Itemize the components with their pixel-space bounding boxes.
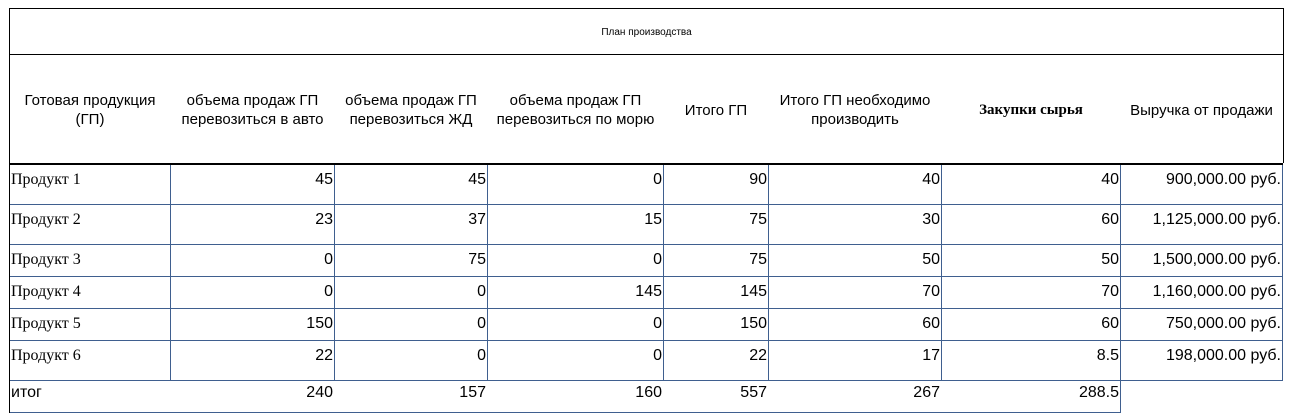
rail-cell[interactable]: 0	[477, 315, 486, 332]
total-cell[interactable]: 22	[749, 347, 767, 364]
title-divider	[9, 54, 1283, 55]
grid-line	[768, 165, 769, 380]
purchase-cell[interactable]: 50	[1101, 251, 1119, 268]
table-title: План производства	[601, 27, 692, 38]
header-purchase[interactable]: Закупки сырья	[979, 101, 1083, 118]
produce-cell[interactable]: 50	[922, 251, 940, 268]
grid-line	[1282, 165, 1283, 380]
grid-line	[487, 165, 488, 380]
grid-line	[941, 165, 942, 380]
grid-line	[170, 165, 171, 380]
rail-cell[interactable]: 45	[468, 171, 486, 188]
auto-cell[interactable]: 150	[306, 315, 333, 332]
rail-cell[interactable]: 0	[477, 347, 486, 364]
revenue-cell[interactable]: 900,000.00 руб.	[1165, 171, 1281, 188]
row-line	[10, 412, 1120, 413]
product-name-cell[interactable]: Продукт 1	[11, 171, 81, 188]
row-line	[10, 244, 1283, 245]
totals-label[interactable]: итог	[11, 384, 42, 401]
auto-cell[interactable]: 0	[324, 283, 333, 300]
row-line	[10, 276, 1283, 277]
produce-cell[interactable]: 17	[922, 347, 940, 364]
total-cell[interactable]: 75	[749, 251, 767, 268]
header-rail[interactable]: объема продаж ГП перевозиться ЖД	[345, 92, 477, 128]
product-name-cell[interactable]: Продукт 5	[11, 315, 81, 332]
header-row	[9, 55, 1284, 163]
produce-cell[interactable]: 60	[922, 315, 940, 332]
grid-line	[334, 165, 335, 380]
row-line	[10, 340, 1283, 341]
rail-cell[interactable]: 0	[477, 283, 486, 300]
produce-cell[interactable]: 30	[922, 211, 940, 228]
purchase-cell[interactable]: 70	[1101, 283, 1119, 300]
revenue-cell[interactable]: 1,160,000.00 руб.	[1152, 283, 1281, 300]
revenue-cell[interactable]: 750,000.00 руб.	[1165, 315, 1281, 332]
total-cell[interactable]: 145	[740, 283, 767, 300]
total-cell[interactable]: 75	[749, 211, 767, 228]
total-sea-cell[interactable]: 160	[635, 384, 662, 401]
revenue-cell[interactable]: 1,125,000.00 руб.	[1152, 211, 1281, 228]
header-bottom-border	[9, 163, 1283, 165]
grid-line	[9, 163, 10, 413]
auto-cell[interactable]: 22	[315, 347, 333, 364]
header-auto[interactable]: объема продаж ГП перевозиться в авто	[181, 92, 324, 128]
produce-cell[interactable]: 40	[922, 171, 940, 188]
total-cell[interactable]: 90	[749, 171, 767, 188]
header-sea[interactable]: объема продаж ГП перевозиться по морю	[496, 92, 655, 128]
product-name-cell[interactable]: Продукт 6	[11, 347, 81, 364]
purchase-cell[interactable]: 8.5	[1096, 347, 1119, 364]
auto-cell[interactable]: 23	[315, 211, 333, 228]
auto-cell[interactable]: 45	[315, 171, 333, 188]
sea-cell[interactable]: 0	[653, 251, 662, 268]
title-cell[interactable]: План производства	[9, 8, 1284, 55]
sea-cell[interactable]: 0	[653, 315, 662, 332]
header-total[interactable]: Итого ГП	[684, 101, 748, 119]
total-produce-cell[interactable]: 267	[913, 384, 940, 401]
purchase-cell[interactable]: 60	[1101, 211, 1119, 228]
purchase-cell[interactable]: 60	[1101, 315, 1119, 332]
revenue-cell[interactable]: 1,500,000.00 руб.	[1152, 251, 1281, 268]
product-name-cell[interactable]: Продукт 4	[11, 283, 81, 300]
total-cell[interactable]: 150	[740, 315, 767, 332]
row-line	[10, 308, 1283, 309]
grid-line	[1120, 165, 1121, 413]
sea-cell[interactable]: 0	[653, 171, 662, 188]
auto-cell[interactable]: 0	[324, 251, 333, 268]
product-name-cell[interactable]: Продукт 3	[11, 251, 81, 268]
total-rail-cell[interactable]: 157	[459, 384, 486, 401]
header-revenue[interactable]: Выручка от продажи	[1130, 101, 1273, 119]
produce-cell[interactable]: 70	[922, 283, 940, 300]
total-auto-cell[interactable]: 240	[306, 384, 333, 401]
revenue-cell[interactable]: 198,000.00 руб.	[1165, 347, 1281, 364]
sea-cell[interactable]: 15	[644, 211, 662, 228]
total-purchase-cell[interactable]: 288.5	[1078, 384, 1119, 401]
total-total-cell[interactable]: 557	[740, 384, 767, 401]
header-produce[interactable]: Итого ГП необходимо производить	[779, 92, 931, 128]
row-line	[10, 380, 1283, 381]
purchase-cell[interactable]: 40	[1101, 171, 1119, 188]
sea-cell[interactable]: 0	[653, 347, 662, 364]
rail-cell[interactable]: 75	[468, 251, 486, 268]
sea-cell[interactable]: 145	[635, 283, 662, 300]
grid-line	[663, 165, 664, 380]
header-product[interactable]: Готовая продукция (ГП)	[24, 92, 156, 128]
row-line	[10, 204, 1283, 205]
product-name-cell[interactable]: Продукт 2	[11, 211, 81, 228]
rail-cell[interactable]: 37	[468, 211, 486, 228]
